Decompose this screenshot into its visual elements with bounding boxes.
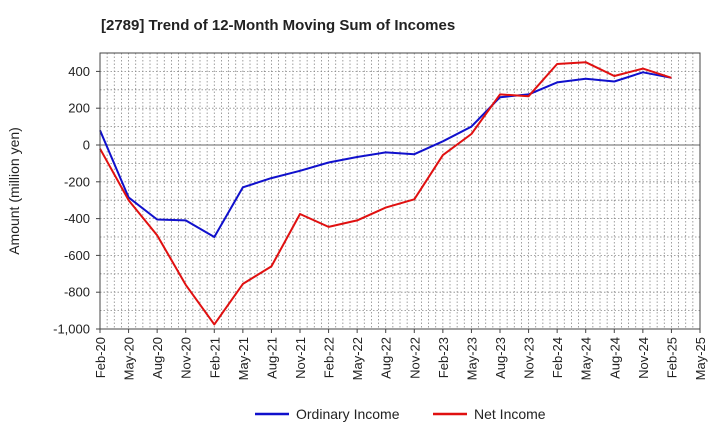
x-tick-label: Feb-23: [436, 337, 451, 378]
ordinary-income-legend-label: Ordinary Income: [296, 406, 400, 422]
y-tick-label: 0: [83, 138, 90, 153]
x-tick-label: May-23: [464, 337, 479, 380]
x-tick-label: May-25: [693, 337, 708, 380]
y-axis-ticks: -1,000 -800 -600 -400 -200 0 200 400: [53, 64, 100, 337]
x-tick-label: Aug-24: [607, 337, 622, 379]
y-tick-label: -200: [64, 174, 90, 189]
x-tick-label: Aug-21: [264, 337, 279, 379]
ordinary-income-line: [99, 71, 672, 238]
plot-area-border: [99, 52, 701, 330]
y-tick-label: -600: [64, 248, 90, 263]
y-tick-label: 400: [68, 64, 90, 79]
x-tick-label: Nov-20: [179, 337, 194, 379]
y-tick-label: 200: [68, 101, 90, 116]
x-tick-label: Aug-22: [379, 337, 394, 379]
x-tick-label: Nov-22: [407, 337, 422, 379]
y-tick-label: -400: [64, 211, 90, 226]
net-income-legend-label: Net Income: [474, 406, 546, 422]
x-axis-ticks: Feb-20 May-20 Aug-20 Nov-20 Feb-21 May-21 Aug-…: [93, 329, 708, 380]
x-tick-label: Feb-24: [550, 337, 565, 378]
x-tick-label: Feb-22: [322, 337, 337, 378]
y-axis-label: Amount (million yen): [6, 127, 22, 255]
x-tick-label: May-21: [236, 337, 251, 380]
y-tick-label: -1,000: [53, 322, 90, 337]
x-tick-label: Feb-25: [664, 337, 679, 378]
x-tick-label: Feb-20: [93, 337, 108, 378]
x-tick-label: Nov-21: [293, 337, 308, 379]
x-tick-label: Nov-24: [636, 337, 651, 379]
chart-title: [2789] Trend of 12-Month Moving Sum of I…: [101, 17, 455, 34]
x-tick-label: Aug-20: [150, 337, 165, 379]
legend: Ordinary Income Net Income: [255, 406, 546, 422]
x-tick-label: Feb-21: [207, 337, 222, 378]
x-tick-label: Aug-23: [493, 337, 508, 379]
y-tick-label: -800: [64, 285, 90, 300]
x-tick-label: May-20: [122, 337, 137, 380]
gridlines: [100, 53, 700, 329]
x-tick-label: Nov-23: [522, 337, 537, 379]
x-tick-label: May-24: [579, 337, 594, 380]
net-income-line: [99, 61, 672, 326]
series-lines: [99, 61, 672, 326]
x-tick-label: May-22: [350, 337, 365, 380]
